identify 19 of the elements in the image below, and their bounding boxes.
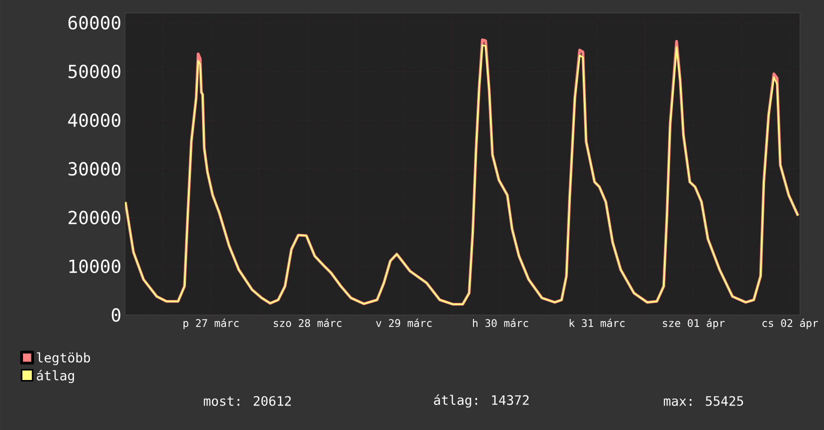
- text: max: 55425: [664, 396, 744, 406]
- y-tick-label: 0: [112, 308, 120, 322]
- x-tick-label: szo 28 márc: [274, 318, 342, 328]
- legend-label: átlag: [36, 370, 74, 384]
- y-tick-label: 10000: [69, 259, 120, 274]
- x-tick-label: p 27 márc: [184, 318, 239, 330]
- y-tick-label: 40000: [68, 113, 120, 127]
- x-tick-label: sze 01 ápr: [662, 318, 725, 330]
- x-tick-label: v 29 márc: [376, 318, 432, 328]
- y-tick-label: 50000: [68, 64, 120, 78]
- y-tick-label: 30000: [68, 162, 120, 176]
- x-tick-label: k 31 márc: [570, 318, 625, 328]
- x-tick-label: h 30 márc: [473, 318, 528, 328]
- y-tick-label: 20000: [68, 210, 120, 224]
- text: most: 20612: [204, 396, 291, 406]
- y-tick-label: 60000: [68, 16, 120, 30]
- legend-label: legtöbb: [37, 352, 90, 366]
- text: átlag: 14372: [434, 394, 529, 408]
- x-tick-label: cs 02 ápr: [762, 318, 818, 330]
